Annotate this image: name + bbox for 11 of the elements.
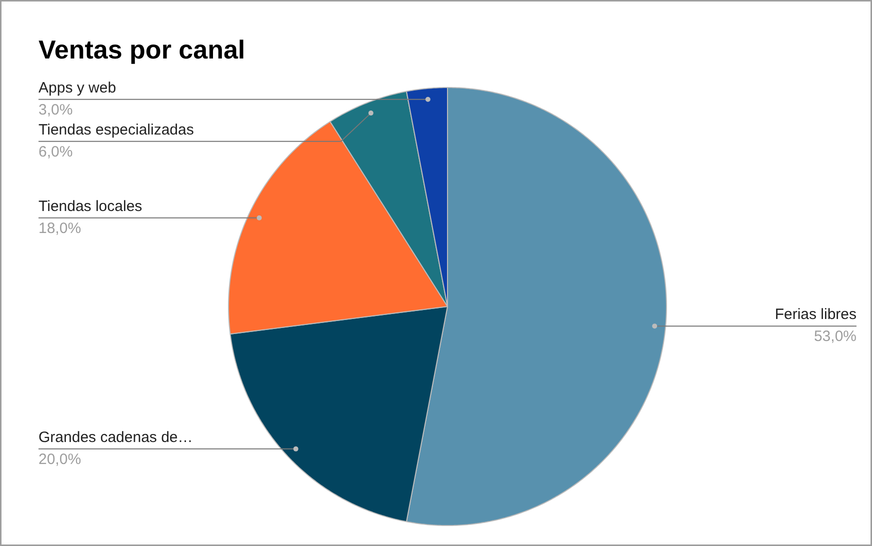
data-label: 20,0%	[38, 450, 82, 468]
data-label: 53,0%	[814, 328, 857, 346]
slice-label: Ferias libres	[774, 306, 856, 324]
data-label: 3,0%	[38, 101, 73, 118]
data-label: 18,0%	[38, 220, 82, 237]
slice-label: Grandes cadenas de…	[38, 428, 193, 446]
data-label: 6,0%	[38, 143, 73, 160]
slice-label: Apps y web	[38, 79, 116, 96]
chart-title: Ventas por canal	[38, 34, 246, 64]
slice-label: Tiendas locales	[38, 198, 142, 215]
slice-label: Tiendas especializadas	[38, 121, 194, 138]
